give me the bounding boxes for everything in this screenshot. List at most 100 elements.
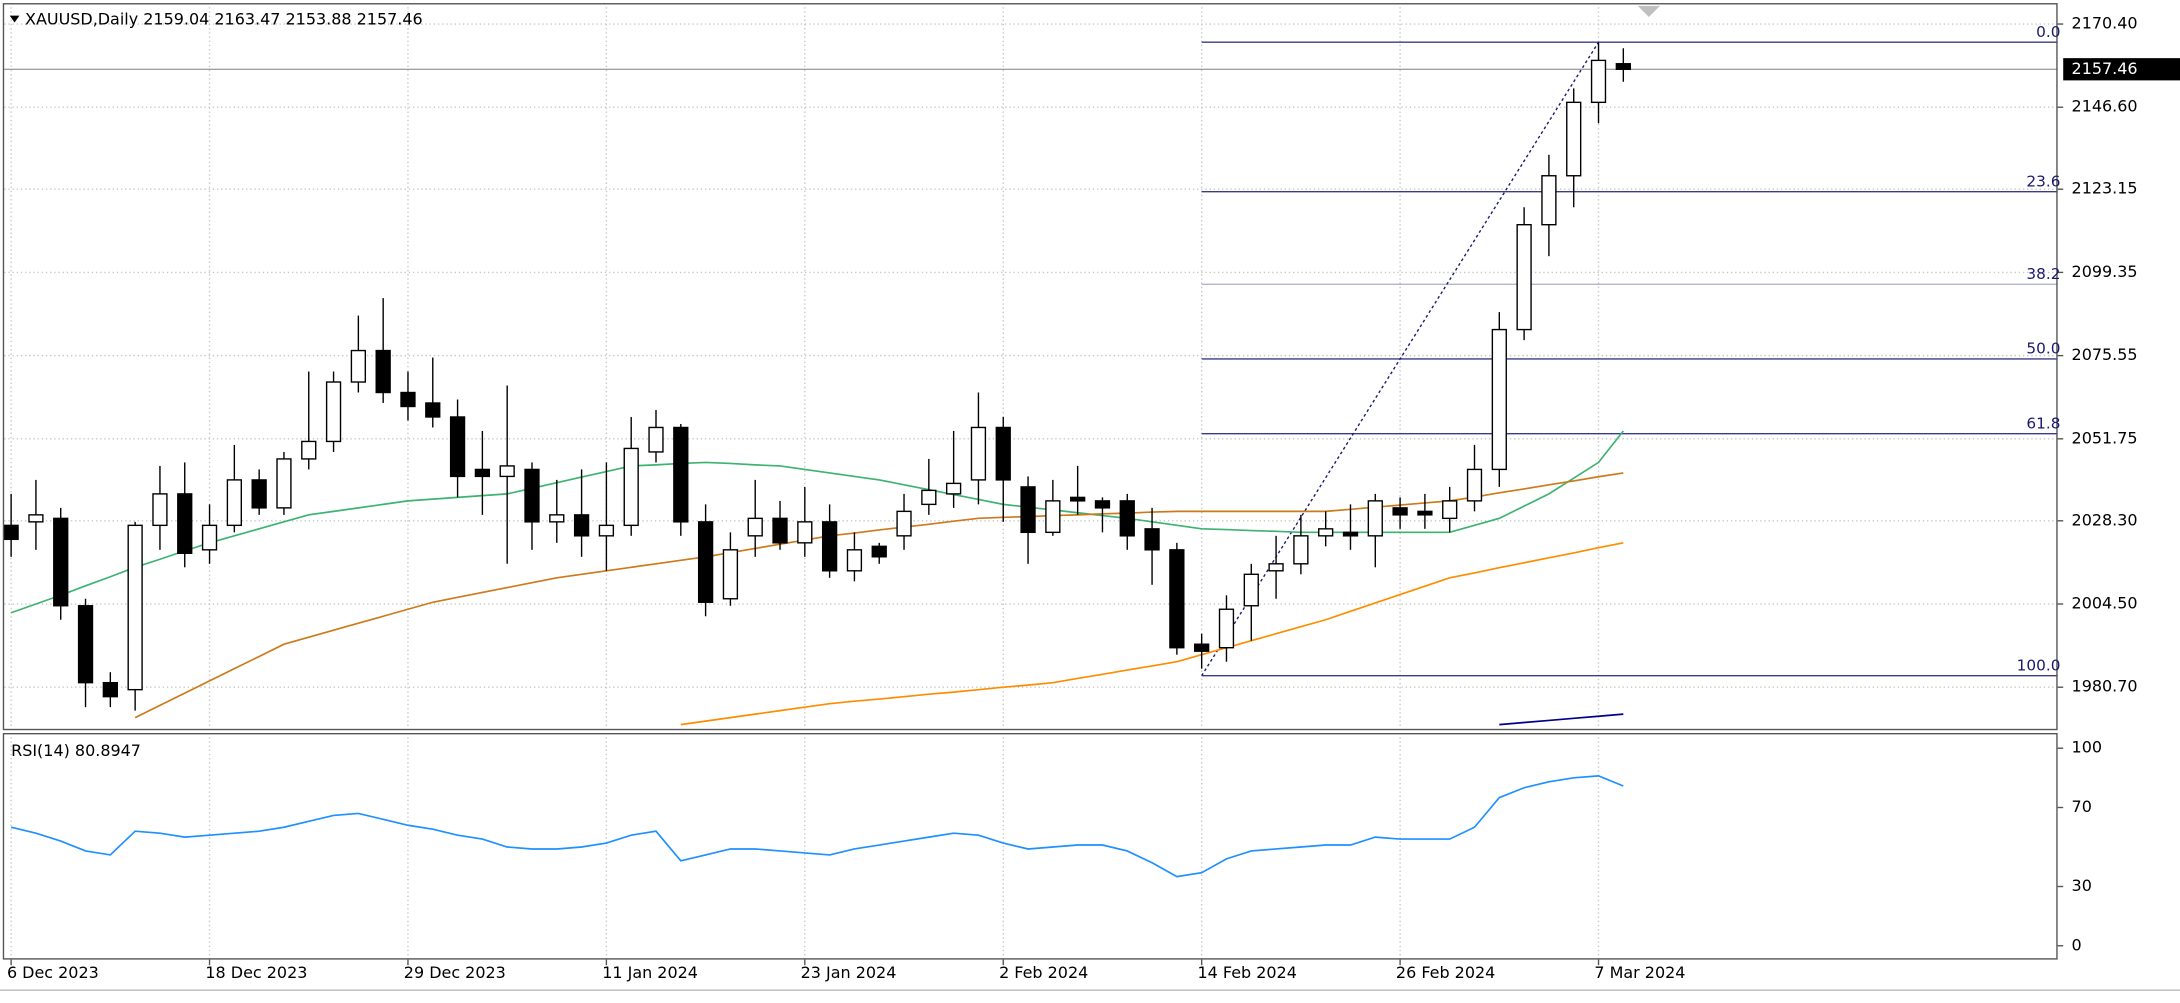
high-value: 2163.47 — [214, 9, 280, 28]
candle-body — [474, 468, 491, 478]
fib-label: 0.0 — [2036, 23, 2060, 41]
candle-body — [1566, 101, 1582, 177]
candle-body — [995, 426, 1011, 481]
candle-body — [77, 605, 94, 684]
candle-body — [1541, 175, 1557, 226]
low-value: 2153.88 — [286, 9, 352, 28]
candle-body — [648, 426, 664, 453]
rsi-line — [10, 775, 1624, 878]
candle-body — [201, 524, 218, 551]
candle-body — [425, 402, 441, 418]
candle-body — [1070, 496, 1086, 502]
menu-arrow[interactable] — [9, 15, 20, 23]
fib-label: 50.0 — [2026, 340, 2060, 358]
rsi-header: RSI(14) 80.8947 — [11, 741, 141, 760]
rsi-title: RSI(14) — [11, 741, 70, 760]
candle-body — [945, 482, 962, 495]
candle-body — [1293, 535, 1309, 565]
candle-body — [970, 426, 987, 481]
indicator-line — [1499, 713, 1624, 726]
candle-body — [1119, 500, 1135, 537]
candle-body — [747, 517, 763, 537]
candle-body — [921, 489, 937, 506]
shift-marker[interactable] — [1637, 5, 1661, 17]
x-tick-label: 2 Feb 2024 — [999, 963, 1088, 982]
fib-label: 23.6 — [2026, 172, 2060, 190]
candle-body — [1367, 500, 1383, 537]
candle-body — [573, 514, 590, 537]
x-tick-label: 29 Dec 2023 — [404, 963, 506, 982]
candle-body — [1318, 528, 1334, 537]
candle-body — [1442, 500, 1458, 520]
indicator-line — [680, 542, 1624, 726]
candle-body — [697, 521, 714, 603]
candle-body — [1243, 573, 1259, 607]
y-tick-label: 30 — [2072, 876, 2092, 895]
candle-body — [350, 349, 367, 383]
candle-body — [722, 549, 739, 600]
candle-body — [152, 493, 168, 527]
rsi-value: 80.8947 — [75, 741, 141, 760]
open-value: 2159.04 — [143, 9, 209, 28]
x-tick-label: 14 Feb 2024 — [1197, 963, 1296, 982]
candle-body — [1615, 63, 1631, 70]
candle-body — [1144, 528, 1160, 551]
candle-body — [28, 514, 44, 523]
candle-body — [251, 479, 267, 509]
candle-body — [1020, 486, 1036, 534]
candle-body — [325, 381, 342, 443]
y-tick-label: 2051.75 — [2072, 428, 2138, 447]
current-price-box — [2063, 58, 2180, 81]
candle-body — [524, 468, 540, 523]
plot — [3, 41, 2058, 878]
candle-body — [1516, 224, 1532, 331]
y-tick-label: 2099.35 — [2072, 262, 2138, 281]
candle-body — [499, 465, 515, 478]
candle-body — [1342, 531, 1359, 537]
candle-body — [53, 517, 69, 607]
current-price-label: 2157.46 — [2072, 59, 2138, 78]
candle-body — [177, 493, 193, 555]
candle-body — [1045, 500, 1061, 534]
candle-body — [1491, 328, 1507, 471]
candle-body — [598, 524, 615, 537]
fib-trendline — [1201, 41, 1600, 677]
close-value: 2157.46 — [357, 9, 423, 28]
candle-body — [400, 391, 416, 408]
candle-body — [127, 524, 143, 691]
candle-body — [871, 545, 887, 558]
candle-body — [1194, 643, 1210, 652]
candle-body — [623, 447, 639, 527]
x-tick-label: 23 Jan 2024 — [801, 963, 897, 982]
y-tick-label: 2004.50 — [2072, 594, 2138, 613]
candle-body — [1392, 507, 1408, 516]
candle-body — [3, 524, 19, 541]
x-tick-label: 6 Dec 2023 — [7, 963, 99, 982]
y-tick-label: 1980.70 — [2072, 677, 2138, 696]
fib-label: 38.2 — [2026, 265, 2060, 283]
fib-label: 100.0 — [2017, 656, 2061, 674]
candle-body — [549, 514, 565, 523]
candle-body — [375, 349, 391, 394]
y-tick-label: 2028.30 — [2072, 510, 2138, 529]
y-tick-label: 2075.55 — [2072, 345, 2138, 364]
candle-body — [449, 416, 466, 478]
y-tick-label: 70 — [2072, 797, 2092, 816]
candle-body — [1169, 549, 1185, 649]
x-tick-label: 11 Jan 2024 — [602, 963, 698, 982]
candle-body — [1466, 468, 1483, 502]
x-tick-label: 26 Feb 2024 — [1396, 963, 1495, 982]
y-tick-label: 100 — [2072, 738, 2102, 757]
candle-body — [276, 458, 292, 509]
candle-body — [301, 440, 317, 460]
price-panel-frame — [2, 3, 2058, 731]
candle-body — [1417, 510, 1433, 516]
symbol: XAUUSD,Daily — [25, 9, 138, 28]
candle-body — [102, 681, 118, 698]
y-tick-label: 2146.60 — [2072, 97, 2138, 116]
fib-label: 61.8 — [2026, 414, 2060, 432]
candle-body — [673, 426, 689, 523]
